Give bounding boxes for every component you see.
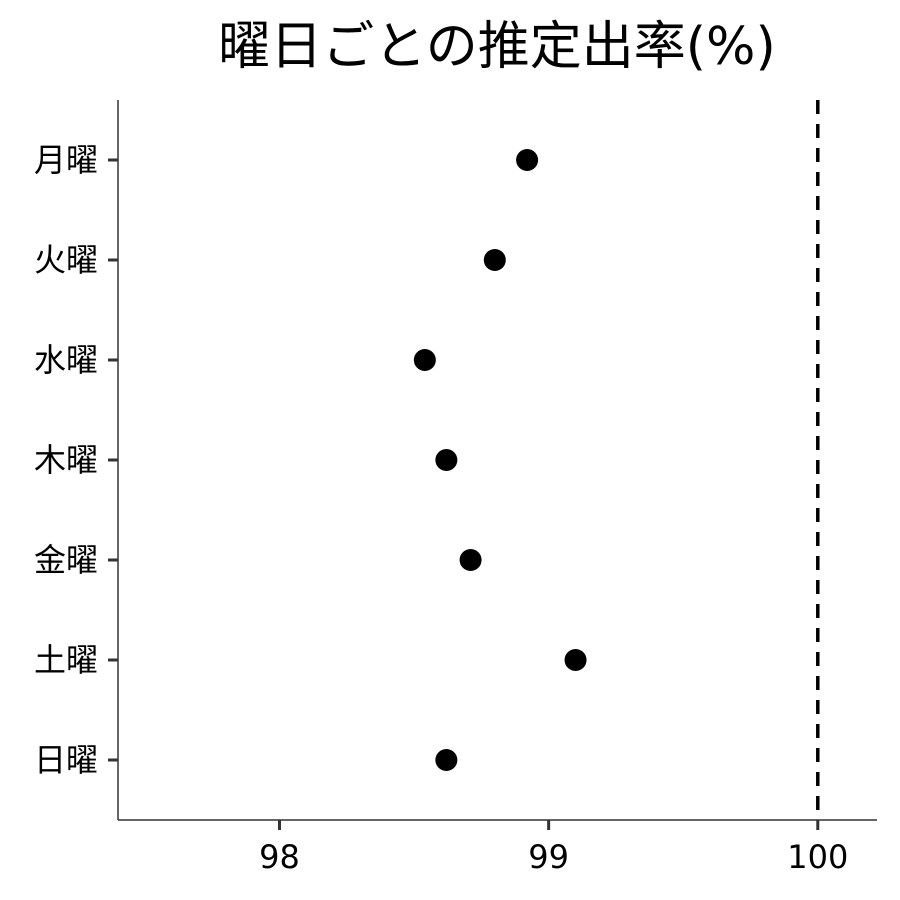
data-point — [459, 549, 482, 571]
x-axis-ticks: 98 99 100 — [259, 820, 848, 876]
y-tick-label: 水曜 — [34, 341, 98, 379]
y-tick-label: 土曜 — [34, 641, 98, 679]
data-point — [413, 349, 436, 371]
data-point — [564, 649, 587, 671]
data-point — [516, 149, 539, 171]
data-points — [413, 149, 587, 771]
x-tick-label: 98 — [259, 838, 300, 876]
y-tick-label: 日曜 — [34, 741, 98, 779]
data-point — [483, 249, 506, 271]
x-tick-label: 100 — [787, 838, 848, 876]
y-tick-label: 月曜 — [34, 141, 98, 179]
y-tick-label: 金曜 — [34, 541, 98, 579]
chart-title: 曜日ごとの推定出率(%) — [218, 17, 775, 77]
y-tick-label: 火曜 — [34, 241, 98, 279]
data-point — [435, 449, 458, 471]
x-tick-label: 99 — [528, 838, 569, 876]
data-point — [435, 749, 458, 771]
y-tick-label: 木曜 — [34, 441, 98, 479]
